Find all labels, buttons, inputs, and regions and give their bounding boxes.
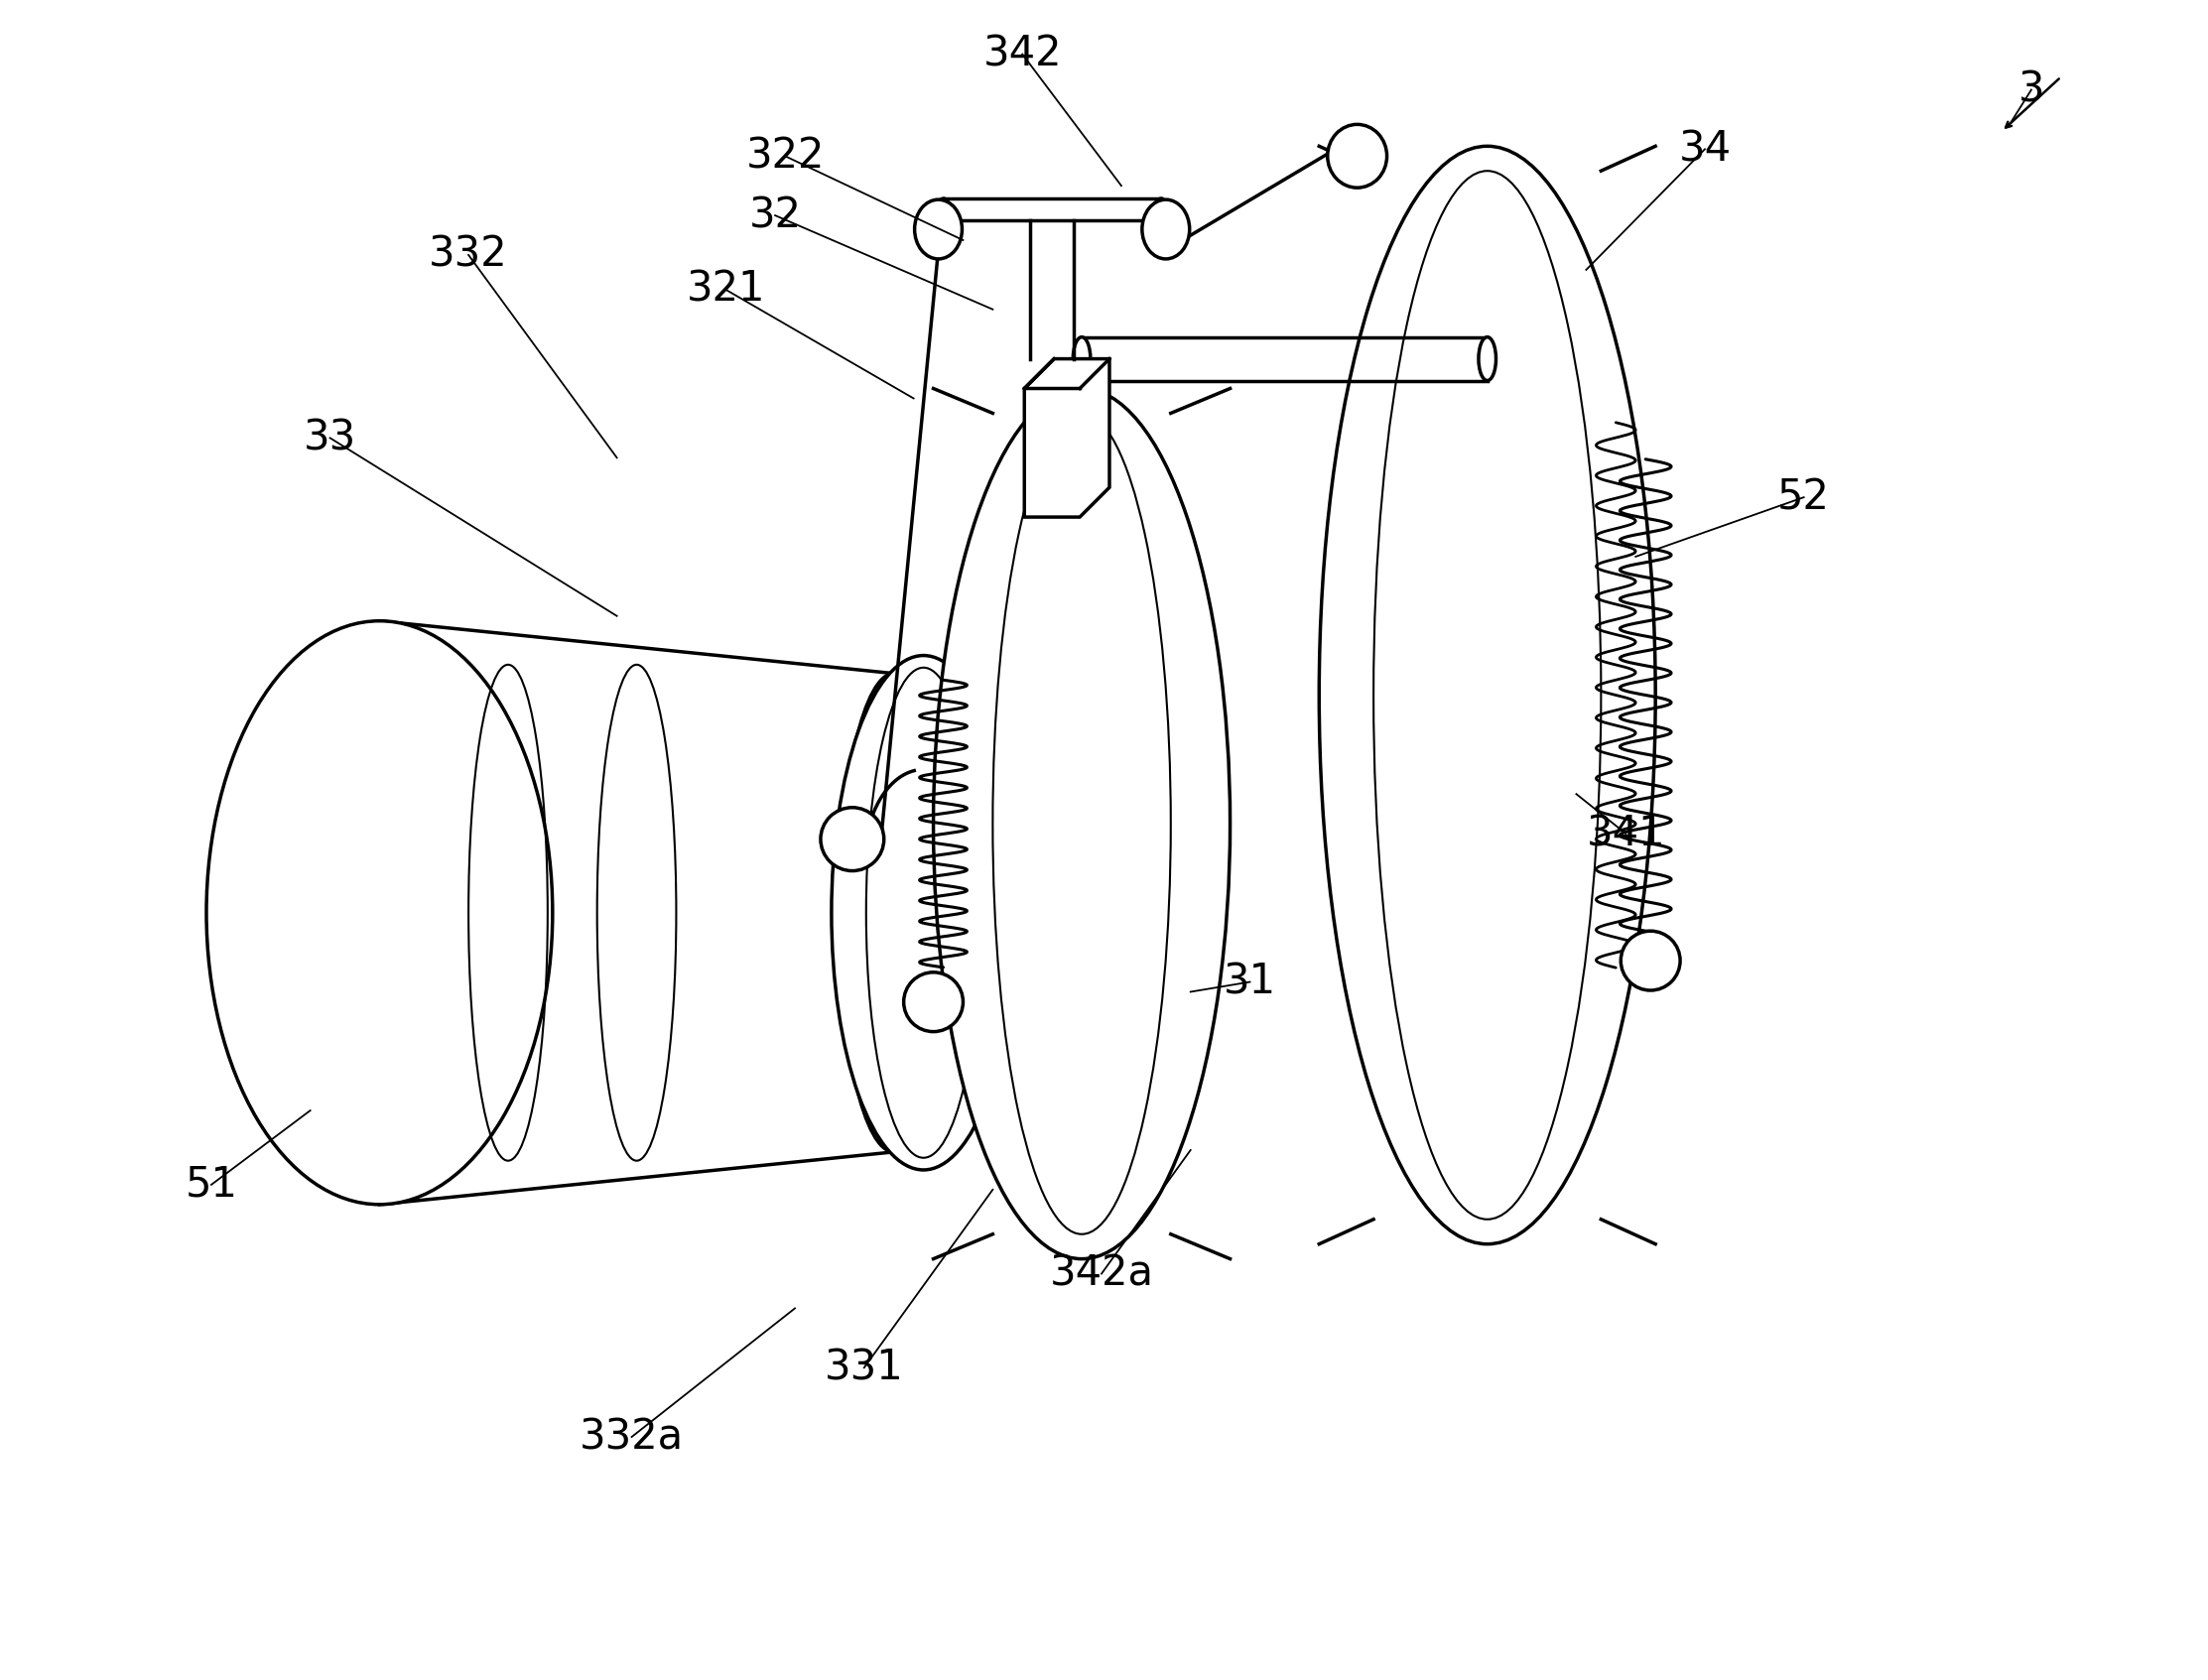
Polygon shape xyxy=(1025,360,1108,517)
Ellipse shape xyxy=(1318,146,1656,1243)
Ellipse shape xyxy=(1479,338,1497,381)
Ellipse shape xyxy=(994,413,1170,1235)
Text: 342: 342 xyxy=(983,34,1062,76)
Ellipse shape xyxy=(832,655,1016,1169)
Text: 31: 31 xyxy=(1223,961,1276,1003)
Ellipse shape xyxy=(903,973,963,1032)
Text: 331: 331 xyxy=(824,1347,903,1388)
Ellipse shape xyxy=(839,674,947,1152)
Text: 341: 341 xyxy=(1585,813,1665,855)
Ellipse shape xyxy=(1327,124,1387,188)
Ellipse shape xyxy=(1621,931,1680,990)
Ellipse shape xyxy=(934,388,1230,1258)
Ellipse shape xyxy=(914,200,963,259)
Ellipse shape xyxy=(1373,171,1601,1220)
Text: 33: 33 xyxy=(305,417,355,459)
Text: 34: 34 xyxy=(1678,128,1731,170)
Text: 321: 321 xyxy=(687,269,766,311)
Text: 332: 332 xyxy=(428,234,508,276)
Text: 332a: 332a xyxy=(578,1416,684,1458)
Ellipse shape xyxy=(1073,338,1091,381)
Ellipse shape xyxy=(866,667,980,1158)
Ellipse shape xyxy=(205,622,552,1205)
Text: 3: 3 xyxy=(2018,69,2045,111)
Text: 32: 32 xyxy=(749,195,802,237)
Ellipse shape xyxy=(821,808,883,870)
Text: 52: 52 xyxy=(1777,477,1830,517)
Text: 322: 322 xyxy=(746,134,824,176)
Ellipse shape xyxy=(936,198,949,220)
Text: 51: 51 xyxy=(185,1164,238,1206)
Ellipse shape xyxy=(1142,200,1190,259)
Text: 342a: 342a xyxy=(1049,1253,1153,1295)
Ellipse shape xyxy=(1155,198,1168,220)
